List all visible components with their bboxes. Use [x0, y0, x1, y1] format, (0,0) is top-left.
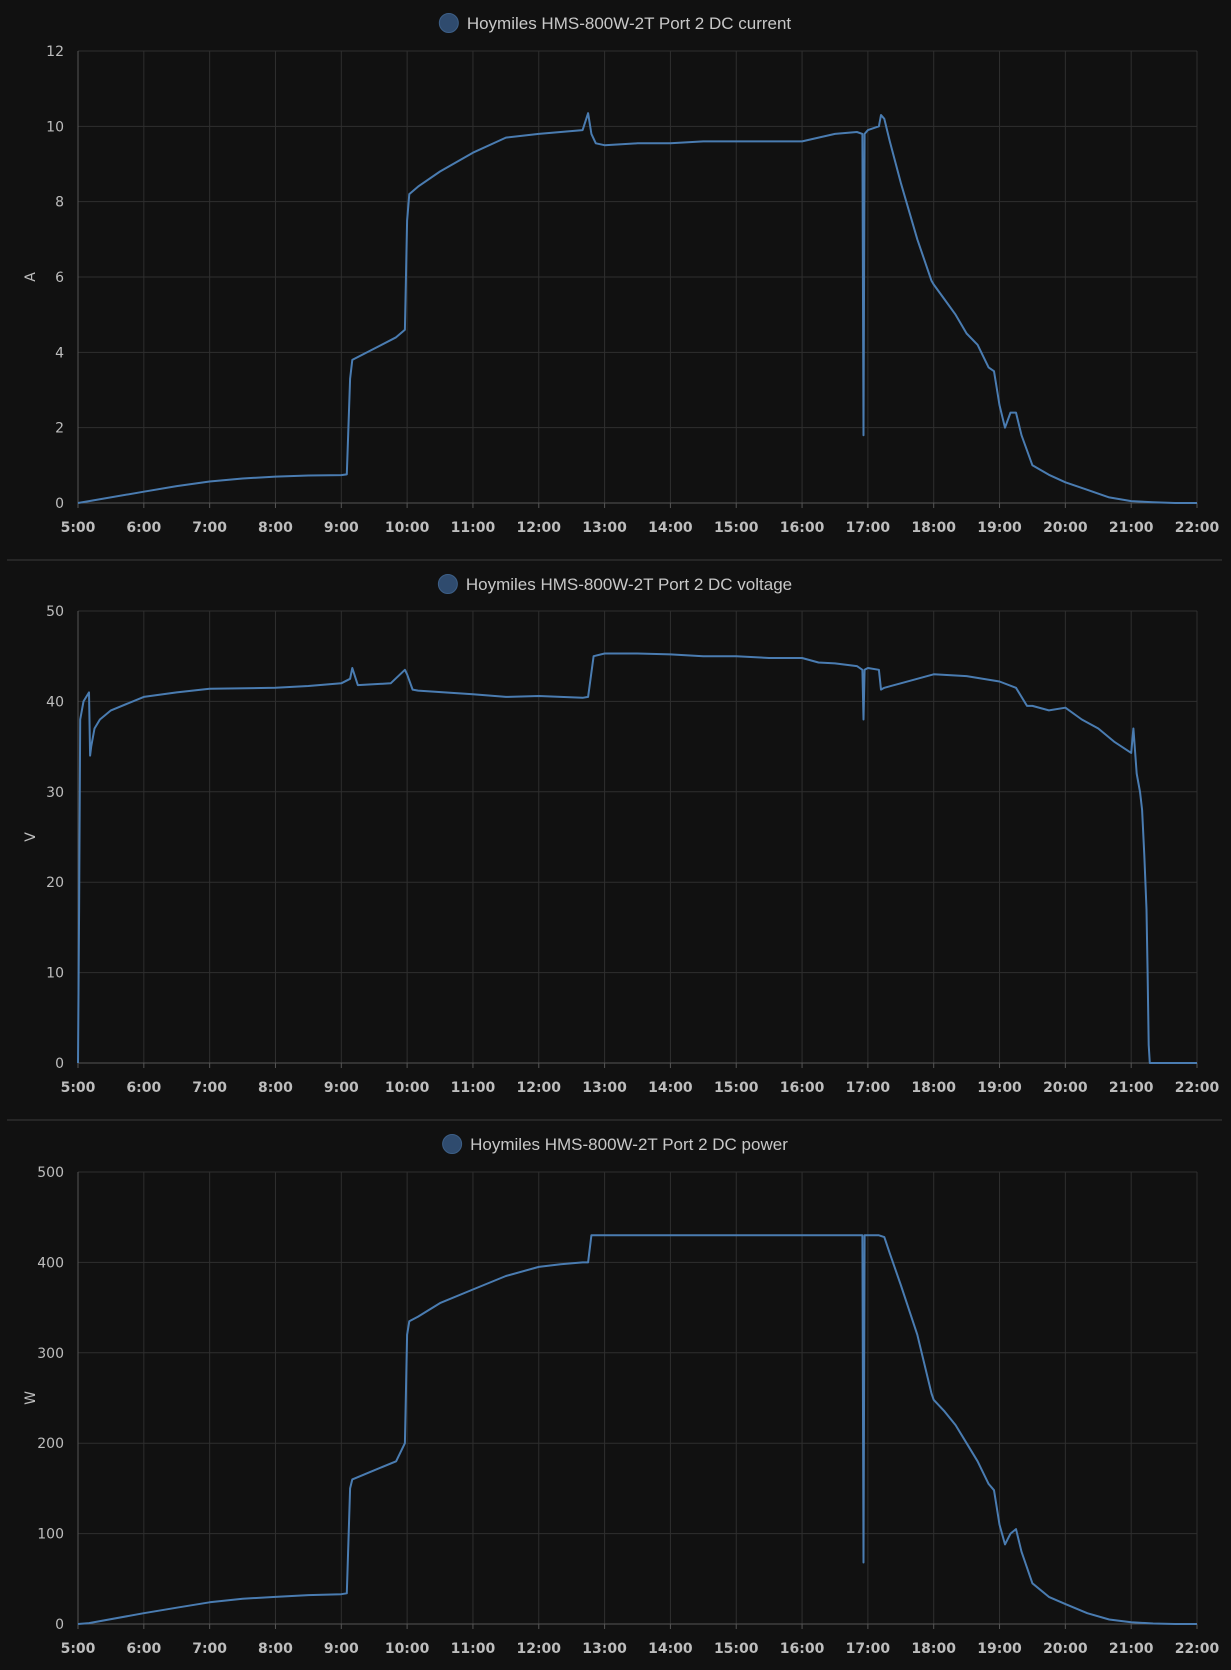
chart-panel-2: Hoymiles HMS-800W-2T Port 2 DC power 0 100…	[23, 1134, 1220, 1657]
x-tick-label: 6:00	[126, 1080, 161, 1096]
series-line-0	[77, 652, 1197, 1064]
legend-label: Hoymiles HMS-800W-2T Port 2 DC current	[467, 14, 792, 33]
y-tick-label: 400	[37, 1255, 64, 1271]
y-tick-label: 10	[46, 119, 64, 135]
x-tick-label: 10:00	[385, 1641, 430, 1657]
x-tick-label: 16:00	[780, 1080, 825, 1096]
x-tick-label: 19:00	[977, 1641, 1022, 1657]
legend[interactable]: Hoymiles HMS-800W-2T Port 2 DC power	[442, 1134, 789, 1155]
x-tick-label: 21:00	[1109, 520, 1154, 536]
x-tick-label: 11:00	[451, 520, 496, 536]
x-tick-label: 14:00	[648, 1080, 693, 1096]
x-tick-label: 6:00	[126, 520, 161, 536]
x-tick-label: 13:00	[582, 520, 627, 536]
y-tick-label: 0	[55, 1617, 64, 1633]
x-tick-label: 13:00	[582, 1641, 627, 1657]
x-tick-label: 14:00	[648, 520, 693, 536]
x-tick-label: 9:00	[324, 1641, 359, 1657]
series-line-0	[77, 112, 1197, 504]
x-tick-label: 15:00	[714, 1080, 759, 1096]
x-tick-label: 9:00	[324, 1080, 359, 1096]
x-tick-label: 21:00	[1109, 1080, 1154, 1096]
y-tick-label: 100	[37, 1527, 64, 1543]
x-tick-label: 21:00	[1109, 1641, 1154, 1657]
x-tick-label: 19:00	[977, 1080, 1022, 1096]
x-tick-label: 17:00	[846, 1641, 891, 1657]
x-tick-label: 5:00	[61, 520, 96, 536]
legend[interactable]: Hoymiles HMS-800W-2T Port 2 DC voltage	[437, 574, 792, 595]
y-tick-label: 20	[46, 875, 64, 891]
x-tick-label: 7:00	[192, 520, 227, 536]
y-tick-label: 50	[46, 604, 64, 620]
x-tick-label: 18:00	[911, 1641, 956, 1657]
x-tick-label: 8:00	[258, 1080, 293, 1096]
y-tick-label: 0	[55, 496, 64, 512]
y-axis-label: V	[23, 832, 39, 842]
x-tick-label: 14:00	[648, 1641, 693, 1657]
x-tick-label: 22:00	[1175, 520, 1220, 536]
series-line-0	[77, 1234, 1197, 1625]
x-tick-label: 20:00	[1043, 1641, 1088, 1657]
x-tick-label: 20:00	[1043, 1080, 1088, 1096]
legend[interactable]: Hoymiles HMS-800W-2T Port 2 DC current	[438, 13, 792, 34]
x-tick-label: 10:00	[385, 520, 430, 536]
x-tick-label: 5:00	[61, 1080, 96, 1096]
x-tick-label: 16:00	[780, 520, 825, 536]
legend-marker-icon	[437, 574, 458, 594]
y-tick-label: 2	[55, 421, 64, 437]
y-tick-label: 8	[55, 195, 64, 211]
x-tick-label: 16:00	[780, 1641, 825, 1657]
x-tick-label: 6:00	[126, 1641, 161, 1657]
y-tick-label: 40	[46, 694, 64, 710]
legend-marker-icon	[442, 1134, 463, 1154]
chart-panel-1: Hoymiles HMS-800W-2T Port 2 DC voltage 0 1…	[23, 574, 1220, 1096]
x-tick-label: 8:00	[258, 1641, 293, 1657]
y-tick-label: 200	[37, 1436, 64, 1452]
x-tick-label: 8:00	[258, 520, 293, 536]
x-tick-label: 12:00	[516, 1641, 561, 1657]
y-axis-label: A	[23, 272, 39, 282]
y-tick-label: 12	[46, 44, 64, 60]
x-tick-label: 17:00	[846, 520, 891, 536]
x-tick-label: 13:00	[582, 1080, 627, 1096]
x-tick-label: 12:00	[516, 1080, 561, 1096]
x-tick-label: 17:00	[846, 1080, 891, 1096]
chart-panel-0: Hoymiles HMS-800W-2T Port 2 DC current 0 2…	[23, 13, 1220, 536]
x-tick-label: 15:00	[714, 1641, 759, 1657]
x-tick-label: 18:00	[911, 1080, 956, 1096]
x-tick-label: 9:00	[324, 520, 359, 536]
y-tick-label: 0	[55, 1056, 64, 1072]
x-tick-label: 5:00	[61, 1641, 96, 1657]
y-tick-label: 500	[37, 1165, 64, 1181]
x-tick-label: 15:00	[714, 520, 759, 536]
x-tick-label: 12:00	[516, 520, 561, 536]
x-tick-label: 20:00	[1043, 520, 1088, 536]
y-tick-label: 6	[55, 270, 64, 286]
x-tick-label: 11:00	[451, 1080, 496, 1096]
x-tick-label: 7:00	[192, 1641, 227, 1657]
x-tick-label: 22:00	[1175, 1080, 1220, 1096]
x-tick-label: 19:00	[977, 520, 1022, 536]
x-tick-label: 22:00	[1175, 1641, 1220, 1657]
y-tick-label: 30	[46, 785, 64, 801]
y-tick-label: 4	[55, 345, 64, 361]
y-tick-label: 10	[46, 966, 64, 982]
x-tick-label: 7:00	[192, 1080, 227, 1096]
x-tick-label: 11:00	[451, 1641, 496, 1657]
legend-label: Hoymiles HMS-800W-2T Port 2 DC power	[470, 1135, 788, 1154]
x-tick-label: 10:00	[385, 1080, 430, 1096]
legend-marker-icon	[438, 13, 459, 33]
y-tick-label: 300	[37, 1346, 64, 1362]
x-tick-label: 18:00	[911, 520, 956, 536]
legend-label: Hoymiles HMS-800W-2T Port 2 DC voltage	[466, 575, 792, 594]
y-axis-label: W	[23, 1391, 39, 1405]
